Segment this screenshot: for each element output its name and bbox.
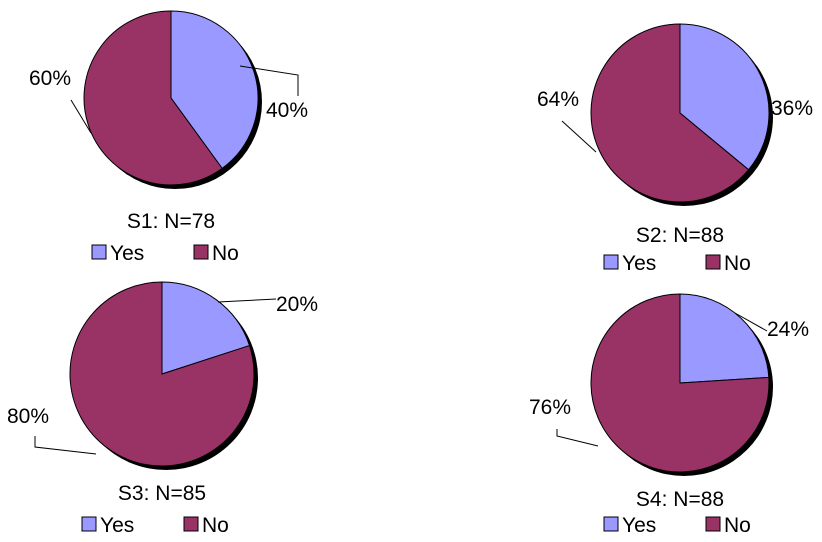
data-label-no: 80% xyxy=(7,405,49,428)
legend-swatch-no xyxy=(193,244,209,260)
legend-label-no: No xyxy=(724,514,751,537)
data-label-no: 60% xyxy=(29,67,71,90)
leader-line-no xyxy=(561,120,597,153)
leader-line-no xyxy=(70,99,92,134)
pie-slice-yes xyxy=(161,281,251,375)
data-label-yes: 24% xyxy=(767,318,809,341)
pie-slice-yes xyxy=(679,23,770,171)
legend-swatch-no xyxy=(705,516,721,532)
data-label-no: 76% xyxy=(529,396,571,419)
data-label-no: 64% xyxy=(537,88,579,111)
pie-slice-no xyxy=(590,23,750,203)
chart-title: S2: N=88 xyxy=(636,224,724,247)
pie-slice-yes xyxy=(679,293,770,384)
legend-swatch-no xyxy=(705,254,721,270)
data-label-yes: 20% xyxy=(276,293,318,316)
legend-swatch-yes xyxy=(603,516,619,532)
leader-line-no xyxy=(34,436,97,455)
legend-swatch-yes xyxy=(603,254,619,270)
legend: Yes No xyxy=(603,252,751,275)
pie-slice-no xyxy=(590,293,770,473)
leader-line-yes xyxy=(217,298,277,303)
legend-label-yes: Yes xyxy=(622,514,656,537)
chart-title: S4: N=88 xyxy=(636,488,724,511)
pie-slice-yes xyxy=(170,10,259,170)
legend-label-yes: Yes xyxy=(110,242,144,265)
pie-chart-2: 36% 64% S2: N=88 Yes No xyxy=(537,23,813,275)
chart-title: S3: N=85 xyxy=(118,482,206,505)
data-label-yes: 40% xyxy=(266,99,308,122)
pie-slice-no xyxy=(69,281,255,467)
pie-chart-3: 20% 80% S3: N=85 Yes No xyxy=(7,281,318,537)
legend: Yes No xyxy=(603,514,751,537)
legend-label-no: No xyxy=(212,242,239,265)
leader-line-yes xyxy=(734,312,768,332)
legend-label-no: No xyxy=(202,514,229,537)
leader-line-yes xyxy=(239,65,299,96)
chart-title: S1: N=78 xyxy=(127,210,215,233)
legend-label-yes: Yes xyxy=(622,252,656,275)
pie-slice-no xyxy=(83,10,223,186)
pie-chart-1: 40% 60% S1: N=78 Yes No xyxy=(29,10,308,265)
pie-chart-4: 24% 76% S4: N=88 Yes No xyxy=(529,293,809,537)
legend: Yes No xyxy=(91,242,239,265)
legend-label-no: No xyxy=(724,252,751,275)
legend-label-yes: Yes xyxy=(100,514,134,537)
legend-swatch-yes xyxy=(91,244,107,260)
data-label-yes: 36% xyxy=(771,97,813,120)
leader-line-no xyxy=(556,429,599,447)
legend: Yes No xyxy=(81,514,229,537)
legend-swatch-no xyxy=(183,516,199,532)
legend-swatch-yes xyxy=(81,516,97,532)
